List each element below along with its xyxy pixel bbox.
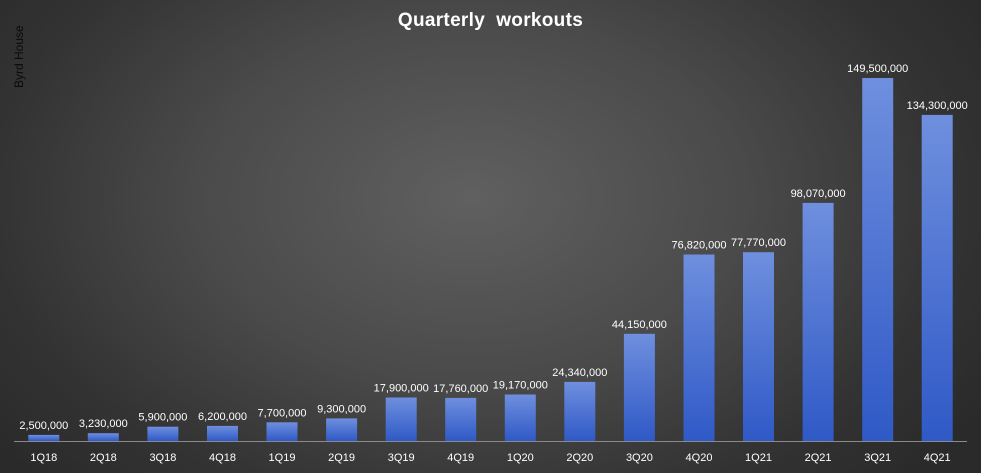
x-tick-label-1q20: 1Q20 — [507, 452, 534, 464]
data-label-1q18: 2,500,000 — [19, 420, 68, 432]
x-tick-labels-layer: 1Q18 2Q18 3Q18 4Q18 1Q19 2Q19 3Q19 4Q19 1Q20 2Q20… — [30, 452, 950, 464]
bar-1q20 — [504, 394, 536, 441]
x-tick-label-3q18: 3Q18 — [149, 452, 176, 464]
bar-3q20 — [623, 333, 655, 441]
data-label-4q19: 17,760,000 — [433, 383, 488, 395]
bar-2q20 — [564, 381, 596, 441]
bar-1q19 — [266, 422, 298, 441]
data-label-4q21: 134,300,000 — [907, 100, 968, 112]
bar-1q18 — [28, 434, 60, 441]
bars-layer — [28, 78, 953, 442]
x-tick-label-3q21: 3Q21 — [864, 452, 891, 464]
data-label-1q19: 7,700,000 — [258, 407, 307, 419]
data-label-3q20: 44,150,000 — [612, 319, 667, 331]
x-tick-label-4q19: 4Q19 — [447, 452, 474, 464]
data-label-1q21: 77,770,000 — [731, 237, 786, 249]
bar-4q18 — [207, 425, 238, 441]
x-tick-label-4q20: 4Q20 — [686, 452, 713, 464]
data-labels-layer: 2,500,000 3,230,000 5,900,000 6,200,000 7,70… — [19, 63, 967, 432]
x-tick-label-2q21: 2Q21 — [805, 452, 832, 464]
x-tick-label-1q21: 1Q21 — [745, 452, 772, 464]
data-label-4q20: 76,820,000 — [671, 240, 726, 252]
bar-3q18 — [147, 426, 179, 441]
chart-title: Quarterly workouts — [397, 10, 584, 31]
bar-4q21 — [921, 114, 953, 442]
data-label-4q18: 6,200,000 — [198, 411, 247, 423]
data-label-2q21: 98,070,000 — [791, 188, 846, 200]
x-tick-label-3q20: 3Q20 — [626, 452, 653, 464]
x-tick-label-2q20: 2Q20 — [566, 452, 593, 464]
bar-4q19 — [445, 397, 477, 441]
x-tick-label-4q18: 4Q18 — [209, 452, 236, 464]
bar-3q21 — [862, 78, 894, 441]
bar-2q18 — [87, 433, 119, 441]
x-tick-label-1q19: 1Q19 — [269, 452, 296, 464]
bar-2q19 — [326, 418, 358, 441]
x-tick-label-1q18: 1Q18 — [30, 452, 57, 464]
bar-4q20 — [683, 254, 715, 441]
data-label-3q19: 17,900,000 — [374, 383, 429, 395]
data-label-2q20: 24,340,000 — [552, 367, 607, 379]
bar-3q19 — [385, 397, 417, 441]
data-label-3q18: 5,900,000 — [138, 412, 187, 424]
data-label-2q19: 9,300,000 — [317, 403, 366, 415]
x-tick-label-4q21: 4Q21 — [924, 452, 951, 464]
x-tick-label-3q19: 3Q19 — [388, 452, 415, 464]
data-label-1q20: 19,170,000 — [493, 380, 548, 392]
x-tick-label-2q18: 2Q18 — [90, 452, 117, 464]
x-tick-label-2q19: 2Q19 — [328, 452, 355, 464]
data-label-2q18: 3,230,000 — [79, 418, 128, 430]
data-label-3q21: 149,500,000 — [847, 63, 908, 75]
bar-2q21 — [802, 202, 834, 441]
bar-1q21 — [743, 252, 774, 441]
